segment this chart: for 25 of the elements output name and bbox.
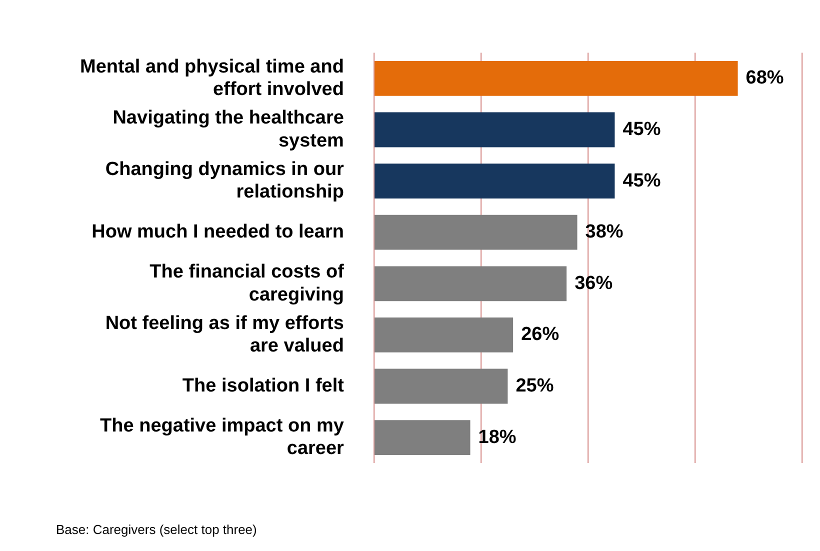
bar bbox=[374, 164, 615, 198]
data-label: 25% bbox=[516, 375, 554, 396]
y-tick-label: Navigating the healthcare system bbox=[112, 108, 344, 152]
bar bbox=[374, 318, 514, 352]
data-label: 18% bbox=[478, 426, 516, 448]
bar bbox=[374, 420, 470, 455]
data-label: 26% bbox=[521, 324, 560, 346]
y-tick-label: The isolation I felt bbox=[182, 375, 345, 396]
text: Base: Caregivers (select top three) bbox=[56, 522, 258, 537]
y-tick-label: The negative impact on my career bbox=[100, 415, 345, 460]
bar bbox=[374, 368, 508, 404]
data-label: 38% bbox=[585, 222, 624, 243]
y-tick-label: Changing dynamics in our relationship bbox=[105, 158, 345, 203]
y-tick-label: Mental and physical time and effort involved bbox=[80, 56, 344, 100]
data-label: 45% bbox=[622, 118, 661, 140]
data-label: 36% bbox=[574, 272, 613, 294]
bar bbox=[374, 112, 615, 148]
y-tick-label: Not feeling as if my efforts are valued bbox=[105, 312, 344, 357]
bar bbox=[374, 61, 738, 96]
y-tick-label: How much I needed to learn bbox=[92, 222, 344, 243]
bar bbox=[374, 214, 578, 250]
data-label: 68% bbox=[746, 68, 784, 89]
data-label: 45% bbox=[622, 170, 661, 192]
y-tick-label: The financial costs of caregiving bbox=[150, 261, 345, 306]
bar bbox=[374, 266, 567, 302]
